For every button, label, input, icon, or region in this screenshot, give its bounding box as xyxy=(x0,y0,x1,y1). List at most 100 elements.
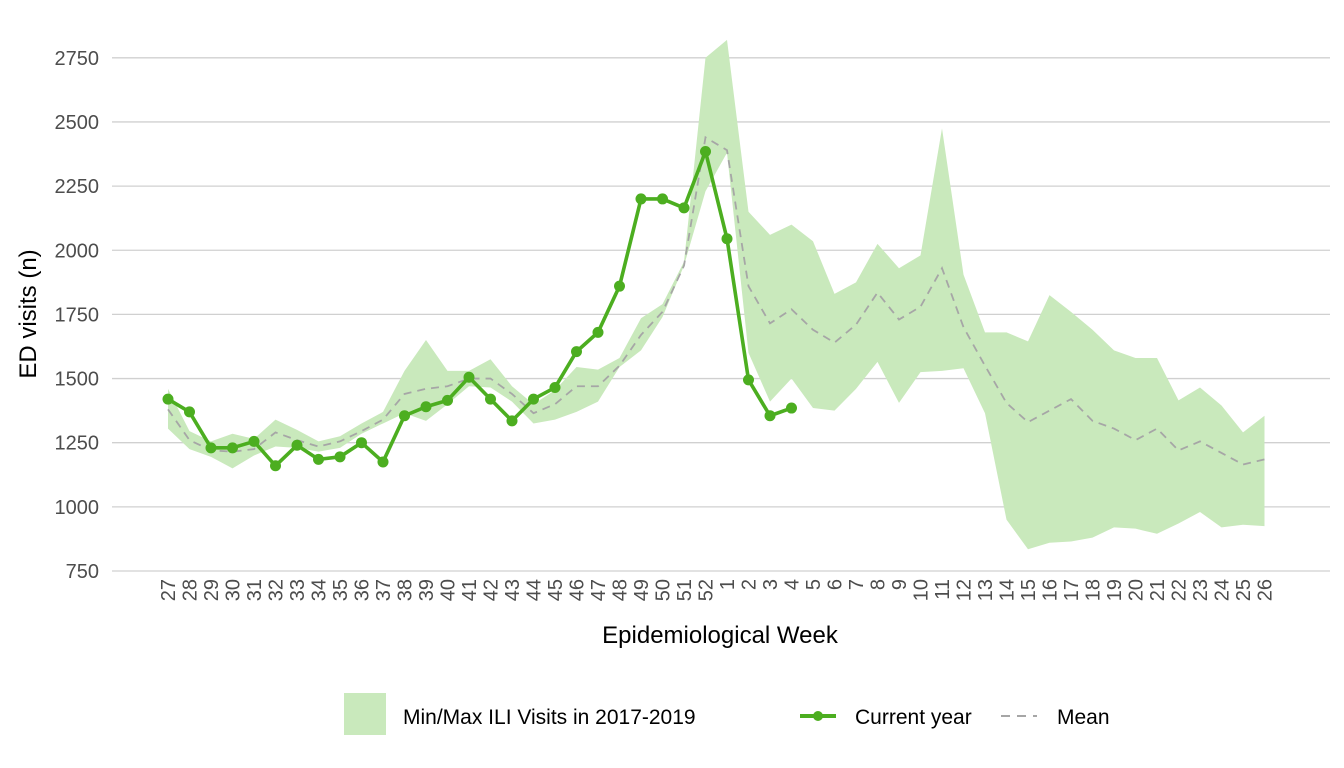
mean-line-layer xyxy=(167,135,1265,466)
current-year-point xyxy=(248,435,260,447)
current-year-point xyxy=(399,410,410,422)
x-tick-label: 39 xyxy=(416,579,438,601)
x-tick-label: 21 xyxy=(1147,579,1169,601)
legend: Min/Max ILI Visits in 2017-2019 Current … xyxy=(344,693,1110,735)
x-tick-label: 20 xyxy=(1126,579,1148,601)
y-tick-label: 2000 xyxy=(55,240,100,262)
x-tick-label: 50 xyxy=(653,579,675,601)
legend-current-year-label: Current year xyxy=(855,706,972,729)
current-year-point xyxy=(657,193,668,205)
x-tick-label: 12 xyxy=(954,579,976,601)
current-year-point xyxy=(743,374,754,386)
x-tick-label: 11 xyxy=(932,579,954,600)
current-year-point xyxy=(162,393,174,405)
current-year-point xyxy=(528,393,539,405)
y-tick-label: 2250 xyxy=(55,176,100,198)
current-year-point xyxy=(571,346,582,358)
current-year-point xyxy=(313,453,324,465)
x-tick-label: 15 xyxy=(1018,579,1040,601)
x-tick-label: 4 xyxy=(782,579,804,590)
x-tick-label: 30 xyxy=(223,579,245,601)
x-tick-label: 9 xyxy=(889,579,911,590)
y-tick-label: 1750 xyxy=(55,304,100,326)
current-year-point xyxy=(700,145,711,157)
current-year-point xyxy=(786,402,797,414)
x-tick-label: 25 xyxy=(1233,579,1255,601)
x-tick-label: 46 xyxy=(567,579,589,601)
x-tick-label: 14 xyxy=(997,579,1019,601)
x-tick-label: 29 xyxy=(201,579,223,601)
current-year-point xyxy=(442,394,453,406)
x-tick-label: 5 xyxy=(803,579,825,590)
current-year-point xyxy=(506,415,518,427)
x-tick-label: 38 xyxy=(395,579,417,601)
x-tick-label: 47 xyxy=(588,579,610,601)
y-axis-tick-labels: 750 1000 1250 1500 1750 2000 2250 2500 2750 xyxy=(55,48,100,583)
x-tick-label: 31 xyxy=(244,579,266,601)
y-tick-label: 1000 xyxy=(55,497,100,519)
current-year-point xyxy=(463,371,475,383)
x-tick-label: 13 xyxy=(975,579,997,601)
x-tick-label: 44 xyxy=(524,579,546,601)
x-tick-label: 51 xyxy=(674,579,696,601)
x-tick-label: 52 xyxy=(696,579,718,601)
x-tick-label: 26 xyxy=(1255,579,1277,601)
y-axis-title: ED visits (n) xyxy=(15,249,42,378)
current-year-point xyxy=(184,406,195,418)
current-year-layer xyxy=(162,145,797,472)
x-tick-label: 1 xyxy=(717,579,739,590)
y-tick-label: 1500 xyxy=(55,369,100,391)
x-tick-label: 42 xyxy=(481,579,503,601)
legend-mean-label: Mean xyxy=(1057,706,1110,729)
x-tick-label: 17 xyxy=(1061,579,1083,601)
current-year-point xyxy=(764,410,776,422)
x-tick-label: 37 xyxy=(373,579,395,601)
x-tick-label: 18 xyxy=(1083,579,1105,601)
x-tick-label: 32 xyxy=(266,579,288,601)
current-year-point xyxy=(485,393,496,405)
x-tick-label: 3 xyxy=(760,579,782,590)
current-year-point xyxy=(614,280,625,292)
x-tick-label: 41 xyxy=(459,579,481,601)
x-tick-label: 24 xyxy=(1212,579,1234,601)
x-axis-tick-labels: 27 28 29 30 31 32 33 34 35 36 37 38 39 40 41 42 43 44 45 46… xyxy=(158,579,1277,601)
x-tick-label: 28 xyxy=(180,579,202,601)
current-year-point xyxy=(205,442,217,454)
current-year-point xyxy=(678,202,690,214)
current-year-point xyxy=(334,451,346,463)
x-tick-label: 35 xyxy=(330,579,352,601)
current-year-point xyxy=(721,233,733,245)
x-tick-label: 10 xyxy=(911,579,933,601)
x-tick-label: 23 xyxy=(1190,579,1212,601)
x-tick-label: 16 xyxy=(1040,579,1062,601)
current-year-point xyxy=(635,193,647,205)
x-tick-label: 43 xyxy=(502,579,524,601)
x-tick-label: 6 xyxy=(825,579,847,590)
current-year-point xyxy=(420,401,432,413)
x-tick-label: 49 xyxy=(631,579,653,601)
current-year-point xyxy=(356,437,367,449)
x-axis-title: Epidemiological Week xyxy=(602,622,839,649)
x-tick-label: 22 xyxy=(1169,579,1191,601)
y-tick-label: 2500 xyxy=(55,112,100,134)
y-tick-label: 750 xyxy=(66,561,99,583)
x-tick-label: 8 xyxy=(868,579,890,590)
current-year-point xyxy=(291,439,303,451)
x-tick-label: 45 xyxy=(545,579,567,601)
legend-current-year-marker xyxy=(813,711,823,721)
y-tick-label: 2750 xyxy=(55,48,100,70)
x-tick-label: 36 xyxy=(352,579,374,601)
x-tick-label: 48 xyxy=(610,579,632,601)
x-tick-label: 34 xyxy=(309,579,331,601)
mean-line xyxy=(167,135,1265,466)
x-tick-label: 27 xyxy=(158,579,180,601)
current-year-point xyxy=(549,382,561,394)
x-tick-label: 19 xyxy=(1104,579,1126,601)
x-tick-label: 7 xyxy=(846,579,868,590)
y-tick-label: 1250 xyxy=(55,433,100,455)
x-tick-label: 2 xyxy=(739,579,761,590)
current-year-point xyxy=(592,326,604,338)
x-tick-label: 40 xyxy=(438,579,460,601)
min-max-band xyxy=(168,39,1265,550)
